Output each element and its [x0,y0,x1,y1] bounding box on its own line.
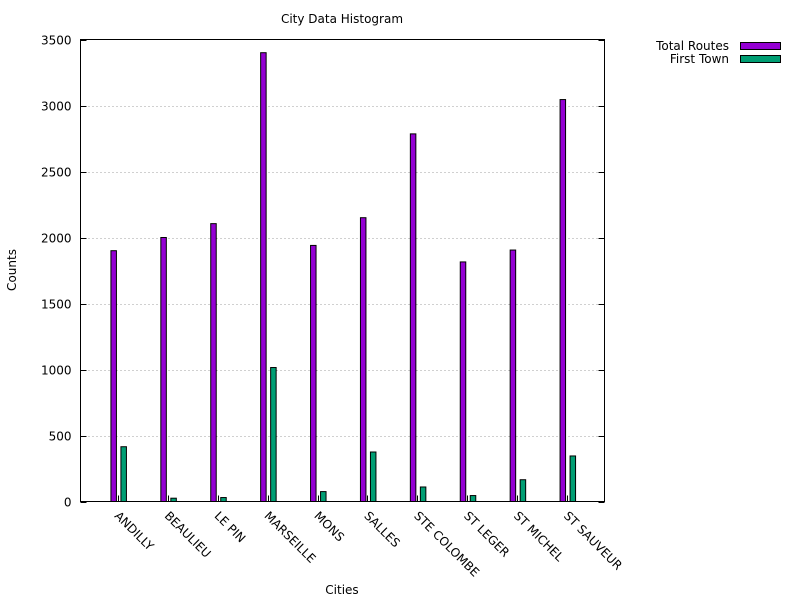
legend-label: Total Routes [655,39,729,53]
bar-total-routes [509,249,517,502]
x-tick-label: LE PIN [212,509,249,546]
y-tick-label: 3000 [41,100,72,114]
bar-total-routes [160,237,167,502]
y-axis-label: Counts [5,249,19,291]
bar-total-routes [559,99,567,502]
legend-swatch [740,42,781,50]
bar-first-town [519,479,527,503]
x-tick-label: SALLES [361,509,402,550]
bar-total-routes [210,223,217,502]
bar-first-town [469,495,477,502]
bars [110,52,577,503]
bar-first-town [320,491,327,503]
legend-label: First Town [670,52,729,66]
plot-frame [80,39,605,502]
x-tick-label: ANDILLY [112,509,157,554]
y-tick-label: 1500 [41,298,72,312]
bar-total-routes [459,261,467,503]
x-axis-label: Cities [325,583,358,597]
y-tick-label: 3500 [41,34,72,48]
y-tick-label: 2500 [41,166,72,180]
bar-first-town [270,367,277,502]
bar-total-routes [110,250,117,502]
x-tick-label: BEAULIEU [162,509,214,561]
bar-first-town [220,497,227,503]
x-tick-label: MARSEILLE [262,509,319,566]
y-tick-label: 2000 [41,232,72,246]
bar-total-routes [260,52,267,502]
grid-lines [80,106,605,437]
bar-first-town [369,451,377,502]
x-tick-label: ST SAUVEUR [561,509,625,573]
bar-total-routes [359,217,367,502]
bar-total-routes [310,244,317,502]
x-tick-label: ST MICHEL [511,509,567,565]
bar-first-town [120,446,127,502]
chart-title: City Data Histogram [281,12,403,26]
bar-first-town [419,486,427,503]
y-axis-ticks: 0 500 1000 1500 2000 2500 3000 3500 [41,34,605,510]
y-tick-label: 500 [49,430,72,444]
x-tick-label: MONS [311,509,347,545]
y-tick-label: 0 [64,496,72,510]
bar-first-town [569,455,577,502]
x-tick-label: ST LEGER [461,509,512,560]
bar-total-routes [409,133,417,502]
legend-swatch [740,55,781,63]
y-tick-label: 1000 [41,364,72,378]
